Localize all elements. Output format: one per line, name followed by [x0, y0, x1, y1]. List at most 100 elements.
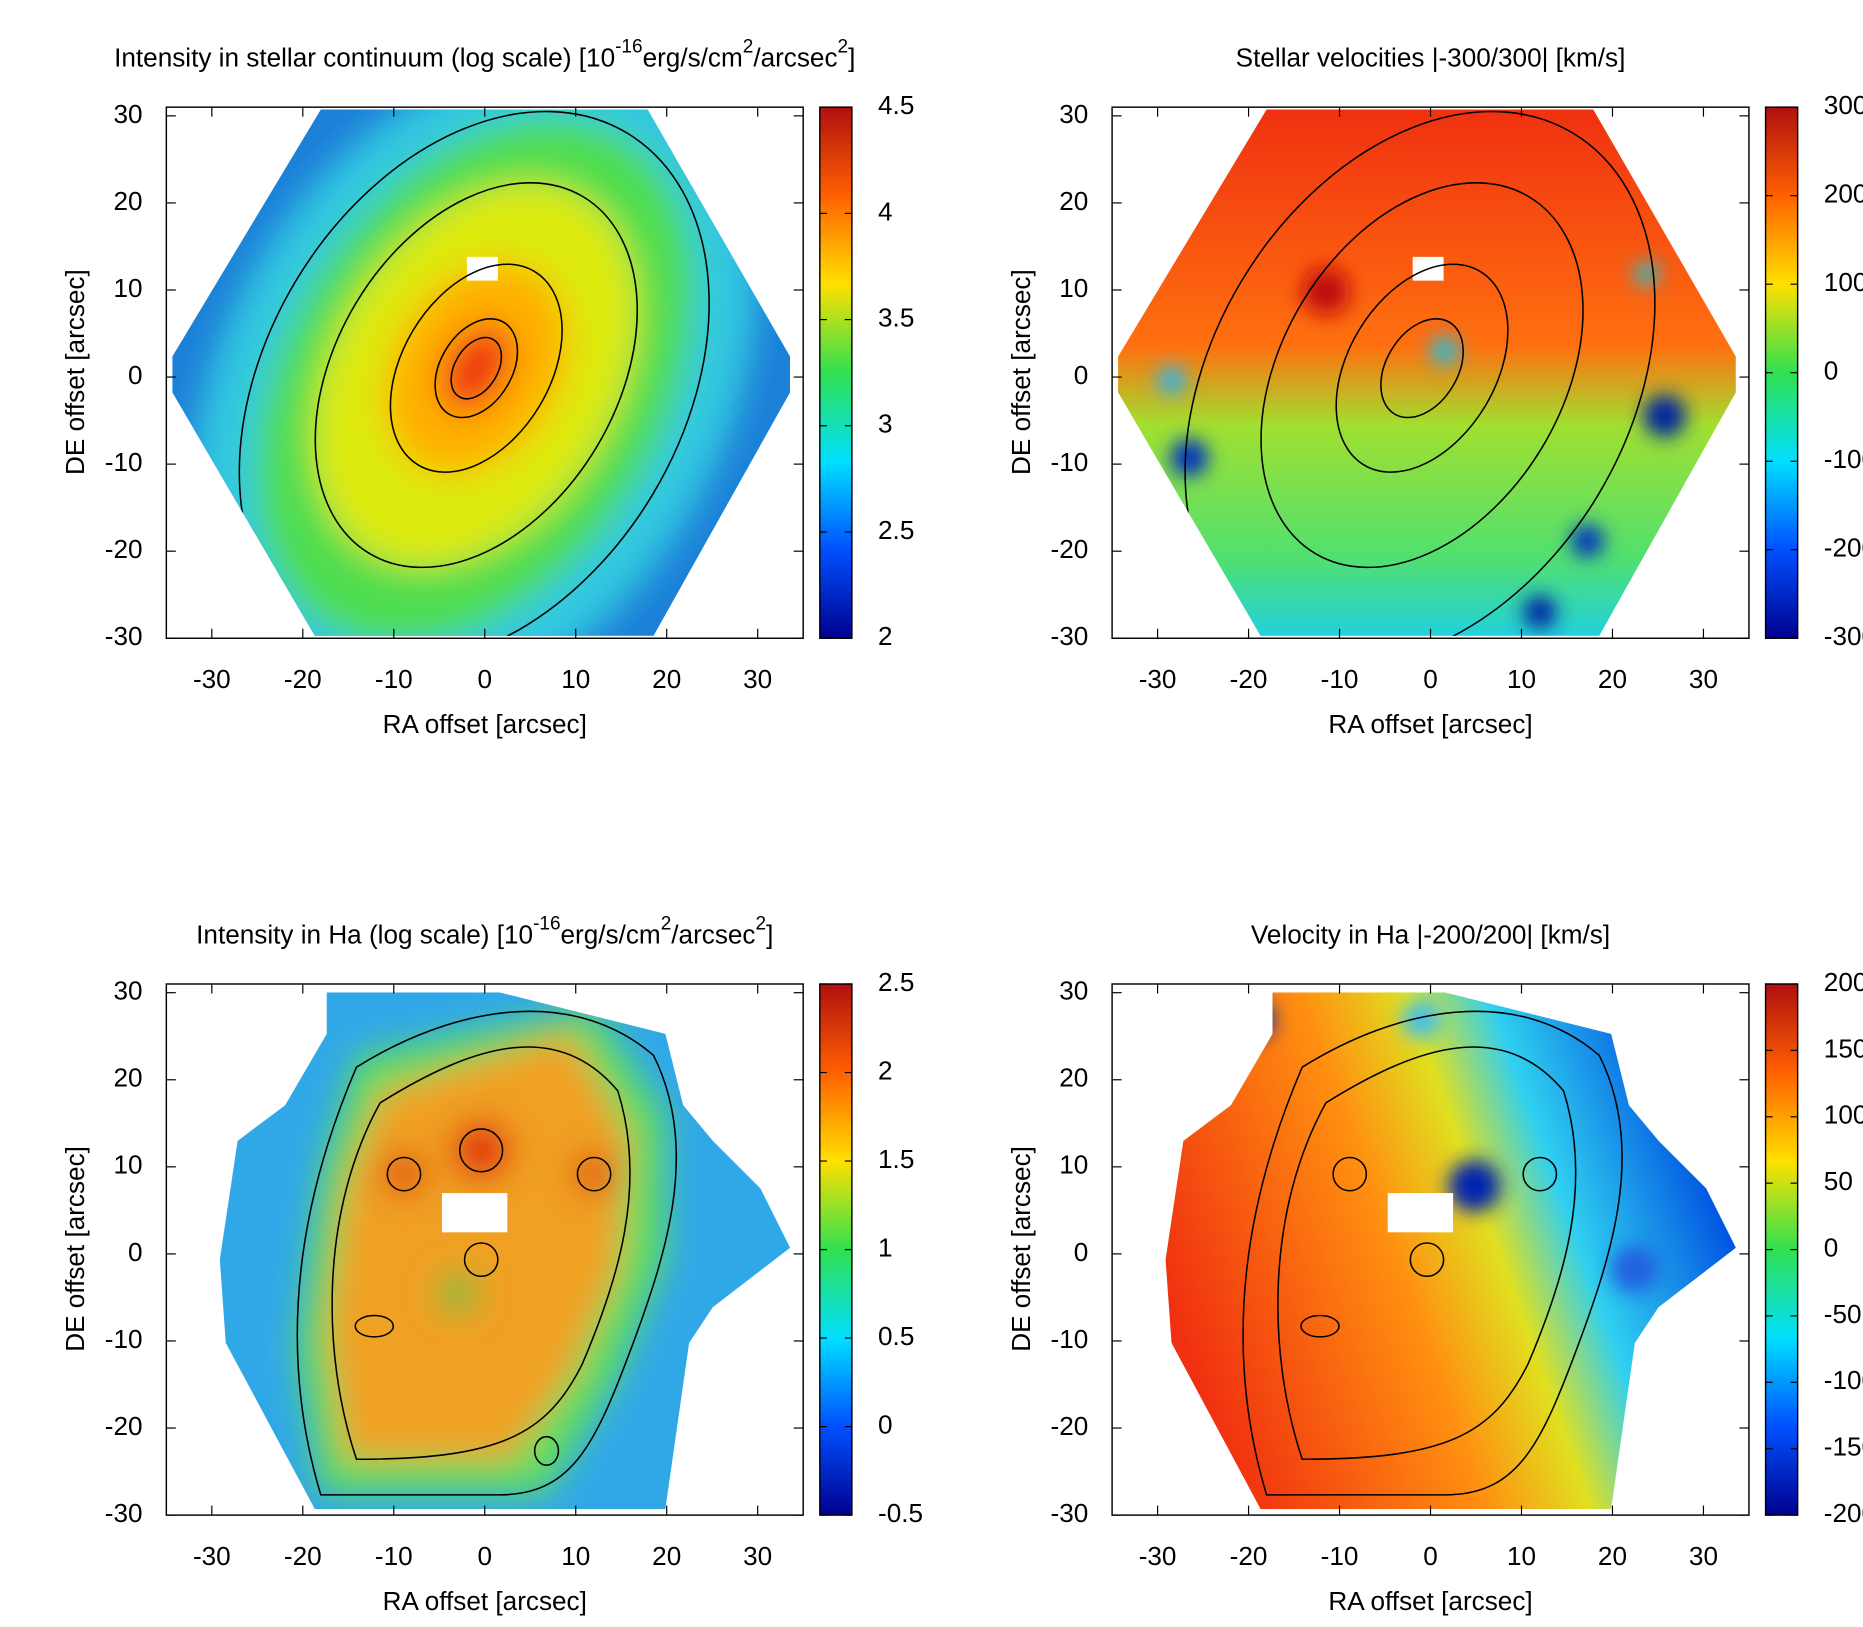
colorbar-tick-label: 300 [1824, 90, 1863, 120]
chart-title: Stellar velocities |-300/300| [km/s] [1236, 43, 1626, 73]
colorbar-tick-label: -0.5 [878, 1498, 923, 1528]
x-axis-label: RA offset [arcsec] [1328, 1586, 1532, 1616]
x-tick-label: 0 [1423, 664, 1438, 694]
y-tick-label: -30 [1051, 621, 1089, 651]
x-tick-label: -10 [1321, 1541, 1359, 1571]
x-tick-label: -10 [375, 1541, 413, 1571]
title-superscript: 2 [838, 37, 849, 58]
y-tick-label: -10 [1051, 1324, 1089, 1354]
colorbar-tick-label: 100 [1824, 1100, 1863, 1130]
y-tick-label: -10 [1051, 447, 1089, 477]
x-tick-label: 20 [1598, 664, 1627, 694]
x-tick-label: 30 [1689, 1541, 1718, 1571]
y-tick-label: -20 [1051, 534, 1089, 564]
colorbar-tick-label: 200 [1824, 179, 1863, 209]
x-tick-label: 20 [652, 664, 681, 694]
colorbar-tick-label: -300 [1824, 621, 1863, 651]
title-superscript: 2 [743, 37, 754, 58]
colorbar-tick-label: 2.5 [878, 967, 914, 997]
title-part: Intensity in Ha (log scale) [10 [196, 919, 533, 949]
x-tick-label: 10 [561, 1541, 590, 1571]
colorbar-tick-label: 100 [1824, 267, 1863, 297]
y-tick-label: 0 [1074, 360, 1089, 390]
y-tick-label: -30 [105, 621, 143, 651]
figure: Intensity in stellar continuum (log scal… [0, 0, 1863, 1627]
map [166, 984, 803, 1515]
colorbar-tick-label: -200 [1824, 533, 1863, 563]
y-tick-label: 30 [114, 99, 143, 129]
y-tick-label: -10 [105, 1324, 143, 1354]
y-tick-label: 0 [1074, 1237, 1089, 1267]
x-tick-label: 0 [477, 664, 492, 694]
y-axis-label: DE offset [arcsec] [1006, 269, 1036, 475]
colorbar-tick-label: 150 [1824, 1033, 1863, 1063]
map [1112, 984, 1749, 1515]
y-tick-label: 10 [114, 273, 143, 303]
colorbar-tick-label: 50 [1824, 1166, 1853, 1196]
x-tick-label: 0 [1423, 1541, 1438, 1571]
colorbar-tick-label: 4.5 [878, 90, 914, 120]
y-tick-label: -30 [105, 1498, 143, 1528]
colorbar [820, 107, 852, 638]
y-tick-label: 0 [128, 1237, 143, 1267]
x-tick-label: -30 [1139, 1541, 1177, 1571]
y-tick-label: -20 [105, 1411, 143, 1441]
colorbar-tick-label: 3 [878, 409, 893, 439]
colorbar-tick-label: 0 [878, 1409, 893, 1439]
x-tick-label: 0 [477, 1541, 492, 1571]
x-axis-label: RA offset [arcsec] [383, 709, 587, 739]
y-tick-label: 0 [128, 360, 143, 390]
panel: Intensity in stellar continuum (log scal… [60, 0, 914, 822]
x-tick-label: 30 [743, 1541, 772, 1571]
title-part: ] [848, 43, 855, 73]
colorbar-tick-label: 2 [878, 1055, 893, 1085]
x-tick-label: -30 [193, 664, 231, 694]
y-tick-label: 30 [1059, 976, 1088, 1006]
chart-title: Intensity in stellar continuum (log scal… [114, 37, 855, 73]
y-tick-label: 20 [114, 186, 143, 216]
map [77, 0, 872, 822]
x-tick-label: -20 [284, 1541, 322, 1571]
colorbar-tick-label: 200 [1824, 967, 1863, 997]
title-part: /arcsec [753, 43, 837, 73]
title-superscript: 2 [756, 914, 767, 935]
colorbar-tick-label: 1 [878, 1232, 893, 1262]
colorbar-tick-label: -150 [1824, 1432, 1863, 1462]
colorbar-tick-label: 2.5 [878, 515, 914, 545]
colorbar-tick-label: 0 [1824, 356, 1839, 386]
y-tick-label: 30 [114, 976, 143, 1006]
title-part: Stellar velocities |-300/300| [km/s] [1236, 43, 1626, 73]
colorbar-tick-label: 0 [1824, 1232, 1839, 1262]
y-tick-label: 10 [1059, 273, 1088, 303]
colorbar-tick-label: 3.5 [878, 302, 914, 332]
colorbar-tick-label: 1.5 [878, 1144, 914, 1174]
x-tick-label: -30 [1139, 664, 1177, 694]
colorbar-tick-label: 2 [878, 621, 893, 651]
y-tick-label: 20 [1059, 186, 1088, 216]
y-tick-label: -20 [1051, 1411, 1089, 1441]
x-tick-label: 10 [1507, 664, 1536, 694]
colorbar-tick-label: -100 [1824, 1365, 1863, 1395]
x-tick-label: 20 [652, 1541, 681, 1571]
y-axis-label: DE offset [arcsec] [1006, 1146, 1036, 1352]
x-tick-label: 30 [743, 664, 772, 694]
x-tick-label: 20 [1598, 1541, 1627, 1571]
x-tick-label: -10 [375, 664, 413, 694]
x-tick-label: -10 [1321, 664, 1359, 694]
panel: Velocity in Ha |-200/200| [km/s] -30 -20 -1… [1006, 919, 1863, 1616]
chart-title: Velocity in Ha |-200/200| [km/s] [1251, 919, 1610, 949]
title-part: erg/s/cm [561, 919, 661, 949]
title-superscript: -16 [615, 37, 642, 58]
x-tick-label: 10 [561, 664, 590, 694]
y-axis-label: DE offset [arcsec] [60, 1146, 90, 1352]
y-tick-label: 20 [1059, 1063, 1088, 1093]
title-part: Intensity in stellar continuum (log scal… [114, 43, 615, 73]
x-tick-label: -20 [1230, 664, 1268, 694]
title-part: ] [766, 919, 773, 949]
panel: Intensity in Ha (log scale) [10-16erg/s/… [60, 914, 923, 1616]
colorbar-tick-label: -50 [1824, 1299, 1862, 1329]
y-tick-label: 30 [1059, 99, 1088, 129]
title-superscript: 2 [661, 914, 672, 935]
title-part: /arcsec [671, 919, 755, 949]
y-tick-label: -20 [105, 534, 143, 564]
